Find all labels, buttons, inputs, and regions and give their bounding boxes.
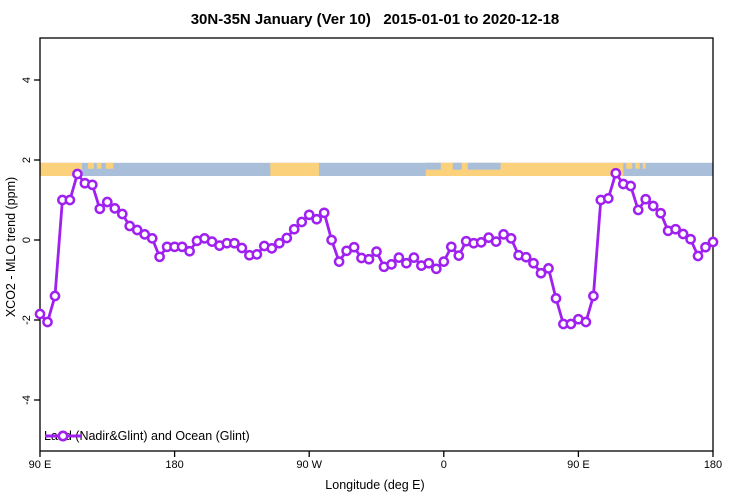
data-point	[86, 179, 98, 191]
data-point	[685, 233, 696, 245]
data-point	[116, 208, 128, 220]
data-point	[229, 237, 240, 249]
data-point	[131, 224, 143, 236]
x-tick-label: 90 E	[567, 459, 590, 471]
data-point	[401, 257, 412, 269]
legend-label: Land (Nadir&Glint) and Ocean (Glint)	[44, 429, 250, 443]
data-point	[266, 243, 278, 254]
data-point	[445, 241, 457, 253]
data-point	[101, 196, 113, 208]
data-point	[146, 233, 158, 244]
data-point	[273, 237, 285, 249]
data-point	[453, 250, 465, 261]
data-point	[176, 241, 188, 253]
data-point	[670, 223, 681, 235]
map-strip-ocean-notch	[467, 162, 501, 170]
data-point	[707, 236, 719, 248]
y-tick-label: 4	[21, 77, 33, 83]
data-point	[430, 263, 442, 275]
map-strip-land	[270, 162, 319, 176]
data-point	[386, 259, 397, 270]
data-point	[42, 316, 53, 328]
data-point	[236, 242, 248, 254]
data-point	[348, 241, 360, 253]
data-point	[490, 236, 502, 247]
data-point	[281, 232, 293, 244]
map-strip-island	[105, 162, 114, 169]
data-point	[423, 257, 435, 269]
data-point	[318, 207, 330, 219]
data-point	[311, 213, 323, 225]
data-point	[333, 256, 345, 267]
legend: Land (Nadir&Glint) and Ocean (Glint)	[44, 429, 250, 443]
data-point	[438, 256, 450, 267]
x-tick-label: 90 E	[29, 459, 52, 471]
map-strip-island	[642, 162, 646, 169]
data-point	[543, 263, 554, 274]
data-point	[655, 207, 667, 219]
x-tick-label: 180	[704, 459, 722, 471]
data-point	[288, 223, 300, 235]
map-strip-land	[40, 162, 82, 176]
data-point	[692, 250, 704, 262]
data-point	[588, 290, 599, 302]
data-point	[34, 308, 46, 320]
data-point	[505, 233, 517, 244]
map-strip-island	[626, 162, 633, 169]
data-point	[535, 267, 547, 279]
map-strip-island	[635, 162, 640, 169]
y-tick-label: -4	[21, 395, 33, 405]
data-point	[251, 249, 263, 260]
data-point	[700, 241, 711, 253]
data-point	[677, 228, 689, 240]
data-point	[184, 245, 195, 257]
data-point	[602, 193, 614, 204]
data-point	[520, 251, 532, 263]
data-point	[632, 204, 644, 216]
data-point	[296, 216, 308, 228]
data-point	[64, 194, 76, 206]
data-point	[303, 209, 315, 221]
data-point	[393, 252, 405, 263]
data-point	[550, 293, 562, 304]
map-strip-ocean-notch	[425, 162, 441, 170]
data-point	[72, 168, 83, 180]
legend-line-marker-icon	[45, 430, 82, 442]
x-tick-label: 0	[441, 459, 447, 471]
data-point	[528, 257, 539, 269]
data-point	[326, 234, 337, 246]
x-tick-label: 180	[165, 459, 183, 471]
x-tick-label: 90 W	[296, 459, 322, 471]
plot-border	[39, 37, 714, 452]
data-point	[647, 200, 659, 212]
chart-title: 30N-35N January (Ver 10) 2015-01-01 to 2…	[190, 11, 560, 28]
data-point	[371, 246, 382, 257]
y-tick-label: -2	[21, 315, 33, 325]
y-tick-label: 2	[21, 157, 33, 163]
data-point	[610, 167, 622, 179]
map-strip-island	[87, 162, 94, 169]
data-point	[625, 180, 637, 192]
data-point	[94, 203, 106, 215]
data-point	[475, 237, 487, 248]
data-point	[154, 251, 165, 263]
data-point	[408, 252, 420, 263]
data-point	[580, 316, 592, 328]
y-tick-label: 0	[21, 237, 33, 243]
data-point	[565, 318, 577, 330]
map-strip-island	[96, 162, 102, 169]
y-axis-label: XCO2 - MLO trend (ppm)	[4, 176, 18, 318]
data-point	[640, 193, 652, 205]
data-point	[363, 253, 375, 265]
data-point	[49, 290, 61, 302]
data-point	[109, 203, 121, 214]
map-strip-ocean-notch	[452, 162, 462, 170]
x-axis-label: Longitude (deg E)	[325, 478, 425, 492]
